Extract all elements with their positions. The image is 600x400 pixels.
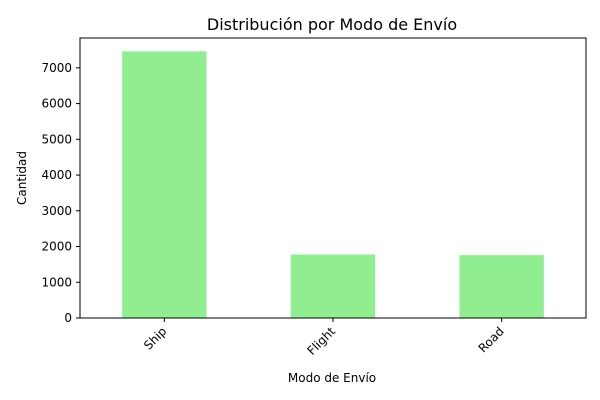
y-tick-label: 7000 bbox=[41, 61, 72, 75]
x-tick-label: Road bbox=[476, 324, 507, 355]
x-axis-label: Modo de Envío bbox=[288, 371, 376, 385]
x-tick-label: Ship bbox=[141, 324, 169, 352]
y-tick-label: 3000 bbox=[41, 204, 72, 218]
y-tick-label: 1000 bbox=[41, 275, 72, 289]
bar-road bbox=[459, 255, 544, 318]
x-tick-label: Flight bbox=[305, 324, 339, 358]
bar-flight bbox=[290, 254, 376, 318]
bar-ship bbox=[122, 51, 207, 319]
y-tick-label: 6000 bbox=[41, 97, 72, 111]
plot-frame bbox=[79, 37, 587, 319]
y-axis-label: Cantidad bbox=[15, 151, 29, 205]
chart-title: Distribución por Modo de Envío bbox=[207, 15, 457, 34]
y-tick-label: 2000 bbox=[41, 240, 72, 254]
y-tick-label: 0 bbox=[64, 311, 72, 325]
plot-area: 0 1000 2000 3000 4000 5000 6000 7000 Ship Flight R… bbox=[41, 51, 544, 358]
y-tick-label: 4000 bbox=[41, 168, 72, 182]
y-tick-label: 5000 bbox=[41, 132, 72, 146]
